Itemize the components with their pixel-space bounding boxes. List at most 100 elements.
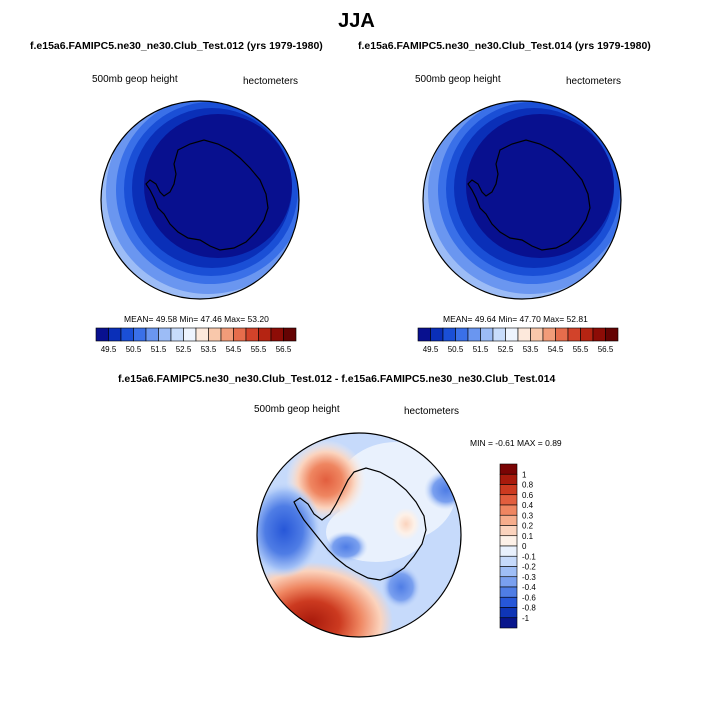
panel2-title: f.e15a6.FAMIPC5.ne30_ne30.Club_Test.014 … — [358, 40, 651, 52]
panel2-colorbar-swatch — [542, 327, 556, 342]
panel2-colorbar-swatch — [555, 327, 569, 342]
panel1-colorbar-swatch — [208, 327, 222, 342]
diff-colorbar-tick-label: 0.6 — [522, 491, 534, 500]
panel1-colorbar-tick-label: 49.5 — [101, 345, 117, 354]
panel2-colorbar-swatch — [530, 327, 544, 342]
diff-colorbar-tick-label: -1 — [522, 614, 530, 623]
panel2-colorbar-tick-label: 56.5 — [598, 345, 614, 354]
panel1-colorbar-tick-label: 52.5 — [176, 345, 192, 354]
panel1-coastline — [145, 139, 269, 251]
diff-colorbar-swatch — [499, 525, 518, 537]
panel2-colorbar-swatch — [505, 327, 519, 342]
diff-colorbar-swatch — [499, 555, 518, 567]
panel1-colorbar-tick-label: 51.5 — [151, 345, 167, 354]
panel1-units: hectometers — [243, 76, 299, 87]
diff-colorbar-tick-label: 0.1 — [522, 532, 534, 541]
panel1-colorbar-swatch — [220, 327, 234, 342]
diff-colorbar-tick-label: -0.1 — [522, 552, 536, 561]
panel2-colorbar-swatch — [430, 327, 444, 342]
diff-colorbar-tick-label: 0.3 — [522, 511, 534, 520]
panel2-colorbar-tick-label: 50.5 — [448, 345, 464, 354]
panel2-colorbar-swatch — [442, 327, 456, 342]
panel2-colorbar-swatch — [592, 327, 606, 342]
diff-colorbar-tick-label: 0.2 — [522, 522, 534, 531]
panel1-map — [100, 100, 300, 300]
panel1-colorbar-tick-label: 50.5 — [126, 345, 142, 354]
diff-colorbar-swatch — [499, 566, 518, 578]
panel1-colorbar-tick-label: 56.5 — [276, 345, 292, 354]
panel1-colorbar-swatch — [108, 327, 122, 342]
diff-colorbar-swatch — [499, 504, 518, 516]
diff-colorbar-swatch — [499, 535, 518, 547]
diff-colorbar-tick-label: -0.2 — [522, 563, 536, 572]
panel1-colorbar-swatch — [158, 327, 172, 342]
panel2-stats: MEAN= 49.64 Min= 47.70 Max= 52.81 — [443, 314, 588, 324]
panel2-colorbar-tick-label: 55.5 — [573, 345, 589, 354]
diff-colorbar-tick-label: -0.8 — [522, 604, 536, 613]
page-title: JJA — [338, 10, 375, 32]
diff-colorbar-swatch — [499, 484, 518, 496]
panel2-colorbar: 49.5 50.5 51.5 52.5 53.5 54.5 55.5 56.5 — [417, 327, 619, 354]
diff-colorbar-tick-label: -0.6 — [522, 593, 536, 602]
panel1-stats: MEAN= 49.58 Min= 47.46 Max= 53.20 — [124, 314, 269, 324]
panel2-colorbar-swatch — [605, 327, 619, 342]
diff-colorbar-swatch — [499, 494, 518, 506]
panel1-colorbar-swatch — [145, 327, 159, 342]
diff-title: f.e15a6.FAMIPC5.ne30_ne30.Club_Test.012 … — [118, 373, 556, 385]
panel1-contour-fill — [101, 101, 299, 299]
panel1-colorbar-swatch — [258, 327, 272, 342]
panel1-colorbar-swatch — [245, 327, 259, 342]
panel2-colorbar-swatch — [467, 327, 481, 342]
diff-colorbar-swatch — [499, 545, 518, 557]
panel1-title: f.e15a6.FAMIPC5.ne30_ne30.Club_Test.012 … — [30, 40, 323, 52]
panel2-colorbar-tick-label: 54.5 — [548, 345, 564, 354]
diff-colorbar-tick-label: 0.4 — [522, 501, 534, 510]
panel2-colorbar-tick-label: 49.5 — [423, 345, 439, 354]
diff-map-border — [256, 432, 462, 638]
diff-colorbar-swatch — [499, 514, 518, 526]
panel2-units: hectometers — [566, 76, 622, 87]
panel1-colorbar-swatch — [183, 327, 197, 342]
diff-colorbar-tick-label: 0 — [522, 542, 527, 551]
panel2-map-border — [422, 100, 622, 300]
panel1-colorbar-swatch — [120, 327, 134, 342]
diff-colorbar-tick-label: 0.8 — [522, 481, 534, 490]
diff-colorbar-swatch — [499, 586, 518, 598]
diff-colorbar-swatch — [499, 473, 518, 485]
diff-units: hectometers — [404, 406, 460, 417]
panel2-colorbar-swatch — [417, 327, 431, 342]
panel1-colorbar-tick-label: 54.5 — [226, 345, 242, 354]
panel1-colorbar-swatch — [95, 327, 109, 342]
diff-coastline — [293, 467, 427, 581]
panel2-colorbar-tick-label: 52.5 — [498, 345, 514, 354]
panel1-colorbar-tick-label: 53.5 — [201, 345, 217, 354]
panel1-colorbar-swatch — [233, 327, 247, 342]
panel1-colorbar-swatch — [170, 327, 184, 342]
panel2-contour-fill — [423, 101, 621, 299]
panel1-colorbar-swatch — [195, 327, 209, 342]
diff-colorbar: 1 0.80.60.40.3 0.20.10-0.1 -0.2-0.3-0.4-0.6… — [499, 463, 536, 629]
panel2-colorbar-tick-label: 53.5 — [523, 345, 539, 354]
panel1-colorbar-tick-label: 55.5 — [251, 345, 267, 354]
diff-colorbar-tick-label: -0.4 — [522, 583, 536, 592]
diff-map — [256, 432, 462, 638]
panel1-colorbar-swatch — [283, 327, 297, 342]
diff-colorbar-swatch — [499, 617, 518, 629]
diff-colorbar-swatch — [499, 607, 518, 619]
panel1-colorbar-swatch — [270, 327, 284, 342]
diff-colorbar-tick-label: 1 — [522, 470, 527, 479]
panel2-colorbar-swatch — [455, 327, 469, 342]
panel1-colorbar-swatch — [133, 327, 147, 342]
panel2-colorbar-swatch — [567, 327, 581, 342]
panel2-colorbar-swatch — [517, 327, 531, 342]
panel2-map — [422, 100, 622, 300]
panel2-colorbar-swatch — [492, 327, 506, 342]
diff-stats: MIN = -0.61 MAX = 0.89 — [470, 438, 562, 448]
diff-colorbar-swatch — [499, 576, 518, 588]
panel1-colorbar: 49.5 50.5 51.5 52.5 53.5 54.5 55.5 56.5 — [95, 327, 297, 354]
panel2-colorbar-tick-label: 51.5 — [473, 345, 489, 354]
panel1-variable: 500mb geop height — [92, 74, 178, 85]
panel2-colorbar-swatch — [580, 327, 594, 342]
diff-colorbar-tick-label: -0.3 — [522, 573, 536, 582]
panel1-map-border — [100, 100, 300, 300]
